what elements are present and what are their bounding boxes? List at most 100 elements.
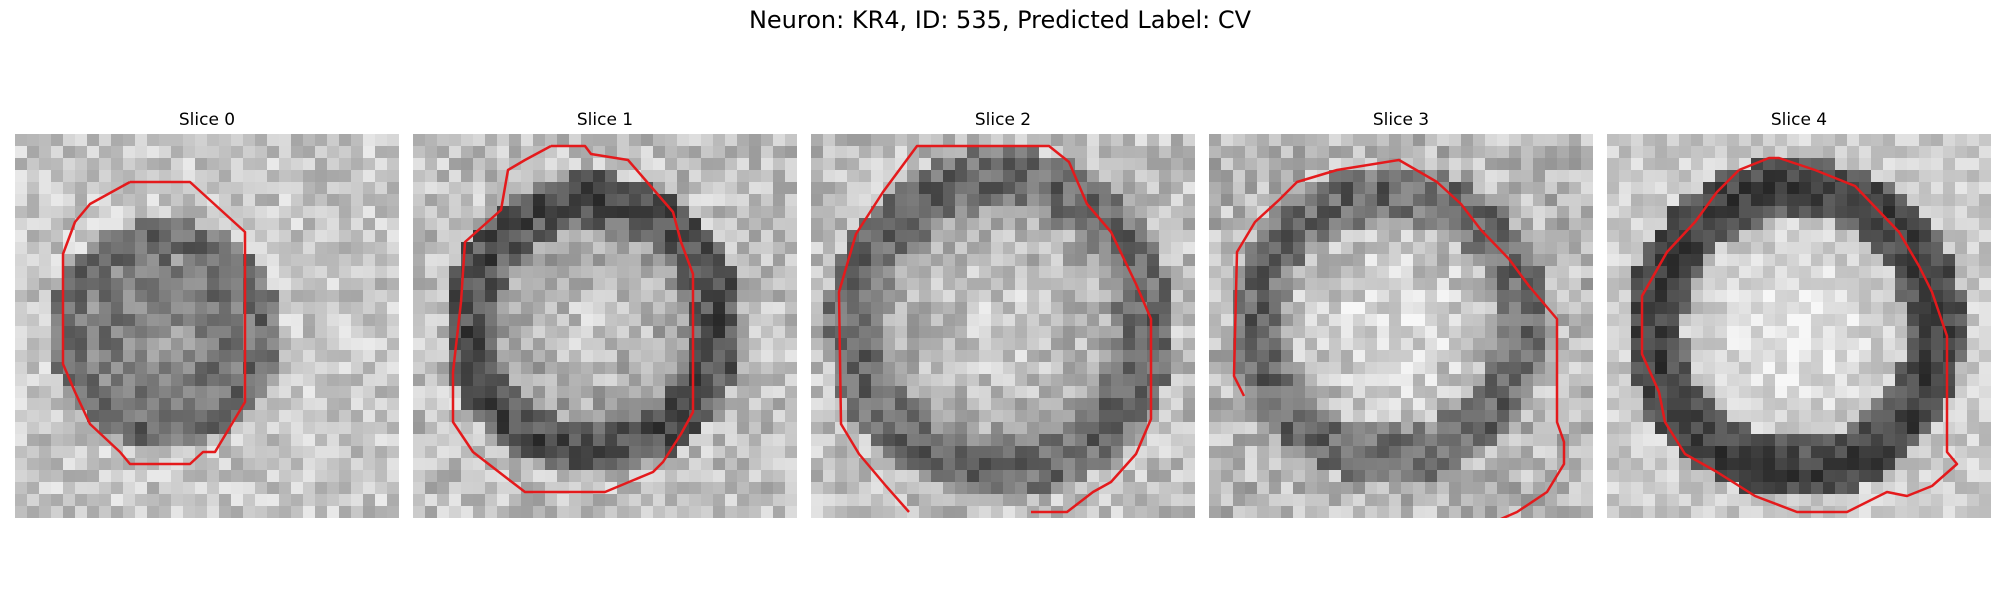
pixel-cell	[1497, 314, 1509, 326]
pixel-cell	[1703, 410, 1715, 422]
pixel-cell	[1015, 242, 1027, 254]
pixel-cell	[183, 278, 195, 290]
pixel-cell	[677, 134, 689, 146]
pixel-cell	[593, 254, 605, 266]
pixel-cell	[1245, 482, 1257, 494]
pixel-cell	[351, 314, 363, 326]
pixel-cell	[1099, 182, 1111, 194]
pixel-cell	[243, 182, 255, 194]
pixel-cell	[1775, 194, 1787, 206]
pixel-cell	[231, 482, 243, 494]
pixel-cell	[835, 302, 847, 314]
pixel-cell	[1811, 410, 1823, 422]
pixel-cell	[87, 146, 99, 158]
pixel-cell	[351, 338, 363, 350]
pixel-cell	[1907, 266, 1919, 278]
pixel-cell	[387, 314, 399, 326]
pixel-cell	[1557, 362, 1569, 374]
pixel-cell	[123, 350, 135, 362]
pixel-cell	[931, 158, 943, 170]
pixel-cell	[1269, 182, 1281, 194]
pixel-cell	[1401, 170, 1413, 182]
pixel-cell	[1703, 242, 1715, 254]
pixel-cell	[387, 134, 399, 146]
pixel-cell	[557, 398, 569, 410]
pixel-cell	[1365, 230, 1377, 242]
pixel-cell	[1281, 506, 1293, 518]
pixel-cell	[147, 134, 159, 146]
pixel-cell	[387, 254, 399, 266]
pixel-cell	[123, 470, 135, 482]
pixel-cell	[279, 134, 291, 146]
pixel-cell	[1449, 506, 1461, 518]
pixel-cell	[1787, 254, 1799, 266]
pixel-cell	[1063, 470, 1075, 482]
pixel-cell	[653, 422, 665, 434]
pixel-cell	[1147, 146, 1159, 158]
pixel-cell	[1461, 350, 1473, 362]
pixel-cell	[111, 470, 123, 482]
pixel-cell	[991, 194, 1003, 206]
pixel-cell	[1171, 398, 1183, 410]
pixel-cell	[919, 182, 931, 194]
pixel-cell	[87, 398, 99, 410]
pixel-cell	[171, 374, 183, 386]
pixel-cell	[1655, 446, 1667, 458]
pixel-cell	[231, 326, 243, 338]
pixel-cell	[1763, 374, 1775, 386]
pixel-cell	[811, 134, 823, 146]
pixel-cell	[593, 326, 605, 338]
pixel-cell	[1569, 446, 1581, 458]
pixel-cell	[375, 182, 387, 194]
pixel-cell	[1099, 290, 1111, 302]
pixel-cell	[1015, 482, 1027, 494]
pixel-cell	[1449, 218, 1461, 230]
pixel-cell	[653, 410, 665, 422]
pixel-cell	[51, 470, 63, 482]
pixel-cell	[1003, 338, 1015, 350]
pixel-cell	[27, 158, 39, 170]
pixel-cell	[1171, 278, 1183, 290]
pixel-cell	[1209, 494, 1221, 506]
pixel-cell	[773, 230, 785, 242]
pixel-cell	[485, 266, 497, 278]
pixel-cell	[1485, 146, 1497, 158]
pixel-cell	[497, 386, 509, 398]
pixel-cell	[1967, 314, 1979, 326]
pixel-cell	[1835, 266, 1847, 278]
pixel-cell	[1039, 242, 1051, 254]
pixel-cell	[473, 494, 485, 506]
pixel-cell	[835, 230, 847, 242]
pixel-cell	[533, 398, 545, 410]
pixel-cell	[749, 482, 761, 494]
pixel-cell	[1377, 422, 1389, 434]
pixel-cell	[1607, 338, 1619, 350]
pixel-cell	[1643, 326, 1655, 338]
pixel-cell	[1847, 158, 1859, 170]
pixel-cell	[581, 338, 593, 350]
pixel-cell	[219, 290, 231, 302]
pixel-cell	[581, 158, 593, 170]
pixel-cell	[1003, 494, 1015, 506]
pixel-cell	[1581, 134, 1593, 146]
pixel-cell	[99, 158, 111, 170]
pixel-cell	[1691, 182, 1703, 194]
pixel-cell	[1183, 182, 1195, 194]
pixel-cell	[291, 170, 303, 182]
pixel-cell	[1811, 446, 1823, 458]
pixel-cell	[1643, 314, 1655, 326]
pixel-cell	[1437, 350, 1449, 362]
pixel-cell	[785, 458, 797, 470]
pixel-cell	[1027, 182, 1039, 194]
pixel-cell	[387, 266, 399, 278]
pixel-cell	[1739, 182, 1751, 194]
pixel-cell	[1257, 362, 1269, 374]
pixel-cell	[1159, 230, 1171, 242]
pixel-cell	[617, 434, 629, 446]
pixel-cell	[449, 290, 461, 302]
pixel-cell	[1389, 206, 1401, 218]
pixel-cell	[159, 218, 171, 230]
pixel-cell	[461, 326, 473, 338]
pixel-cell	[1257, 434, 1269, 446]
pixel-cell	[1111, 170, 1123, 182]
